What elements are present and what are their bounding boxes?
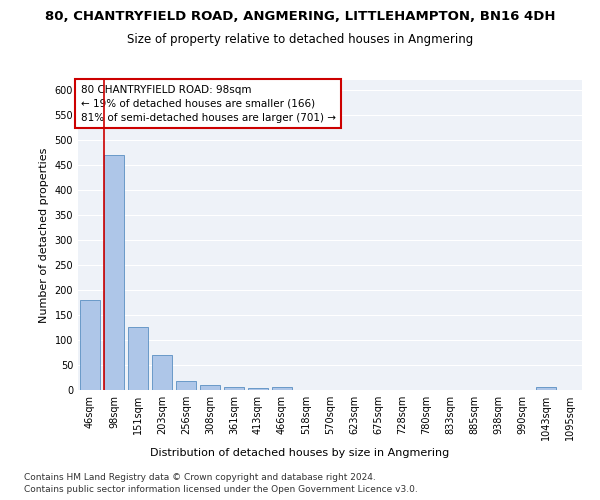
- Bar: [536, 386, 556, 390]
- Text: Contains public sector information licensed under the Open Government Licence v3: Contains public sector information licen…: [24, 485, 418, 494]
- Bar: [200, 385, 220, 390]
- Bar: [272, 386, 292, 390]
- Y-axis label: Number of detached properties: Number of detached properties: [39, 148, 49, 322]
- Text: 80 CHANTRYFIELD ROAD: 98sqm
← 19% of detached houses are smaller (166)
81% of se: 80 CHANTRYFIELD ROAD: 98sqm ← 19% of det…: [80, 84, 335, 122]
- Bar: [152, 355, 172, 390]
- Text: Size of property relative to detached houses in Angmering: Size of property relative to detached ho…: [127, 32, 473, 46]
- Bar: [224, 386, 244, 390]
- Bar: [104, 155, 124, 390]
- Text: Contains HM Land Registry data © Crown copyright and database right 2024.: Contains HM Land Registry data © Crown c…: [24, 472, 376, 482]
- Text: 80, CHANTRYFIELD ROAD, ANGMERING, LITTLEHAMPTON, BN16 4DH: 80, CHANTRYFIELD ROAD, ANGMERING, LITTLE…: [45, 10, 555, 23]
- Bar: [80, 300, 100, 390]
- Bar: [248, 388, 268, 390]
- Bar: [128, 326, 148, 390]
- Text: Distribution of detached houses by size in Angmering: Distribution of detached houses by size …: [151, 448, 449, 458]
- Bar: [176, 381, 196, 390]
